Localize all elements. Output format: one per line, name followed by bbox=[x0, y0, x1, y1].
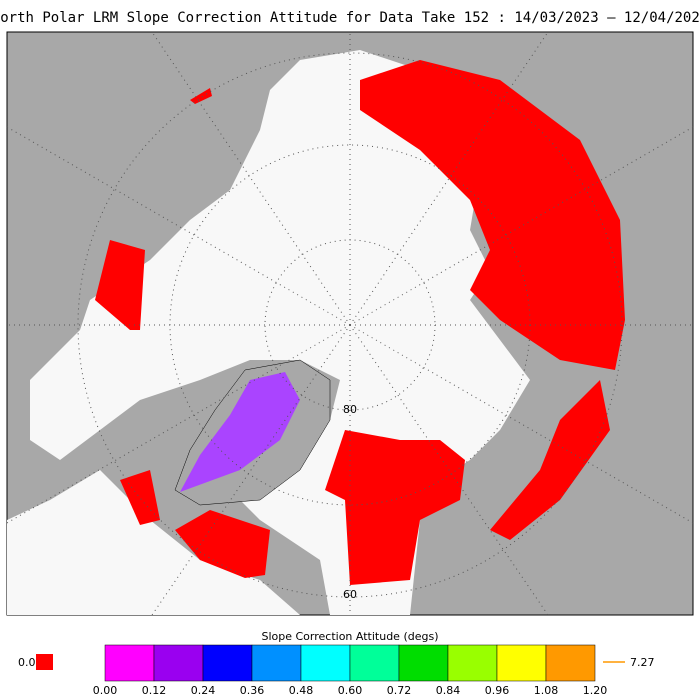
underflow-swatch bbox=[36, 654, 53, 670]
colorbar-tick-label: 1.20 bbox=[583, 684, 608, 697]
colorbar-tick-label: 0.00 bbox=[93, 684, 118, 697]
graticule bbox=[6, 31, 694, 616]
underflow-label: 0.0 bbox=[18, 656, 36, 669]
colorbar-tick-label: 0.48 bbox=[289, 684, 314, 697]
colorbar-tick-label: 0.84 bbox=[436, 684, 461, 697]
ocean bbox=[7, 470, 300, 615]
map: 80 60 bbox=[6, 31, 694, 616]
colorbar-segment bbox=[251, 644, 302, 682]
colorbar-tick-label: 0.60 bbox=[338, 684, 363, 697]
colorbar-segment bbox=[496, 644, 547, 682]
latitude-label: 80 bbox=[343, 403, 357, 416]
colorbar-segment bbox=[104, 644, 155, 682]
colorbar-segment bbox=[202, 644, 253, 682]
colorbar-segment bbox=[447, 644, 498, 682]
colorbar-segment bbox=[153, 644, 204, 682]
colorbar-tick-label: 0.36 bbox=[240, 684, 265, 697]
data-swath bbox=[180, 372, 300, 492]
colorbar: 0.00 0.12 0.24 0.36 0.48 0.60 0.72 0.84 0.96 1.08… bbox=[93, 644, 608, 697]
colorbar-segment bbox=[398, 644, 449, 682]
colorbar-label: Slope Correction Attitude (degs) bbox=[261, 630, 438, 643]
colorbar-segment bbox=[300, 644, 351, 682]
latitude-label: 60 bbox=[343, 588, 357, 601]
title: North Polar LRM Slope Correction Attitud… bbox=[0, 10, 700, 26]
colorbar-tick-label: 0.24 bbox=[191, 684, 216, 697]
colorbar-segment bbox=[545, 644, 596, 682]
colorbar-tick-label: 0.96 bbox=[485, 684, 510, 697]
overflow-label: 7.27 bbox=[630, 656, 655, 669]
colorbar-tick-label: 0.72 bbox=[387, 684, 412, 697]
colorbar-tick-label: 1.08 bbox=[534, 684, 559, 697]
colorbar-segment bbox=[349, 644, 400, 682]
colorbar-tick-label: 0.12 bbox=[142, 684, 167, 697]
data-swaths bbox=[95, 60, 625, 585]
